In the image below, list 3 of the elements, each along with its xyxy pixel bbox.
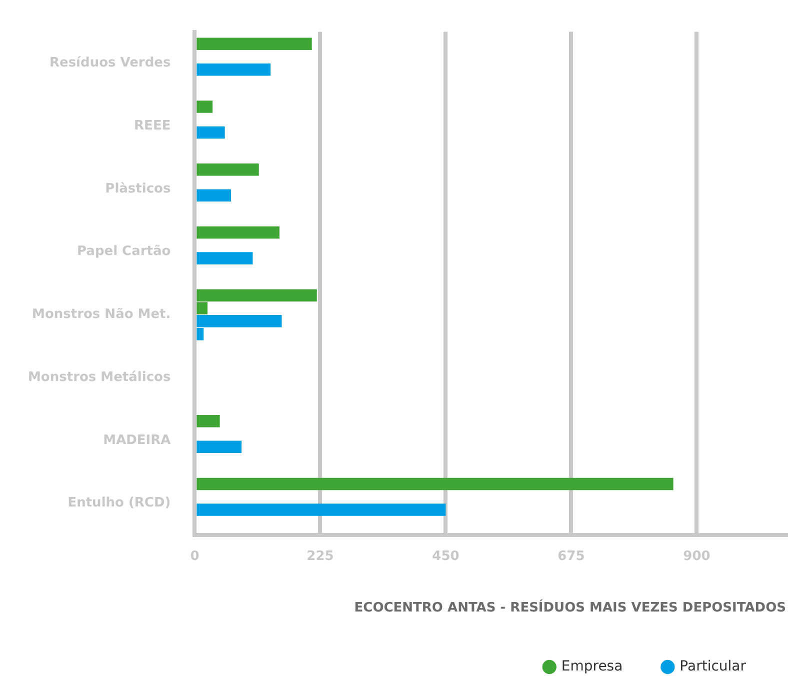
legend-label: Empresa: [561, 658, 623, 675]
legend-label: Particular: [680, 658, 746, 675]
x-axis-title: ECOCENTRO ANTAS - RESÍDUOS MAIS VEZES DEPOSITADOS: [354, 598, 786, 616]
